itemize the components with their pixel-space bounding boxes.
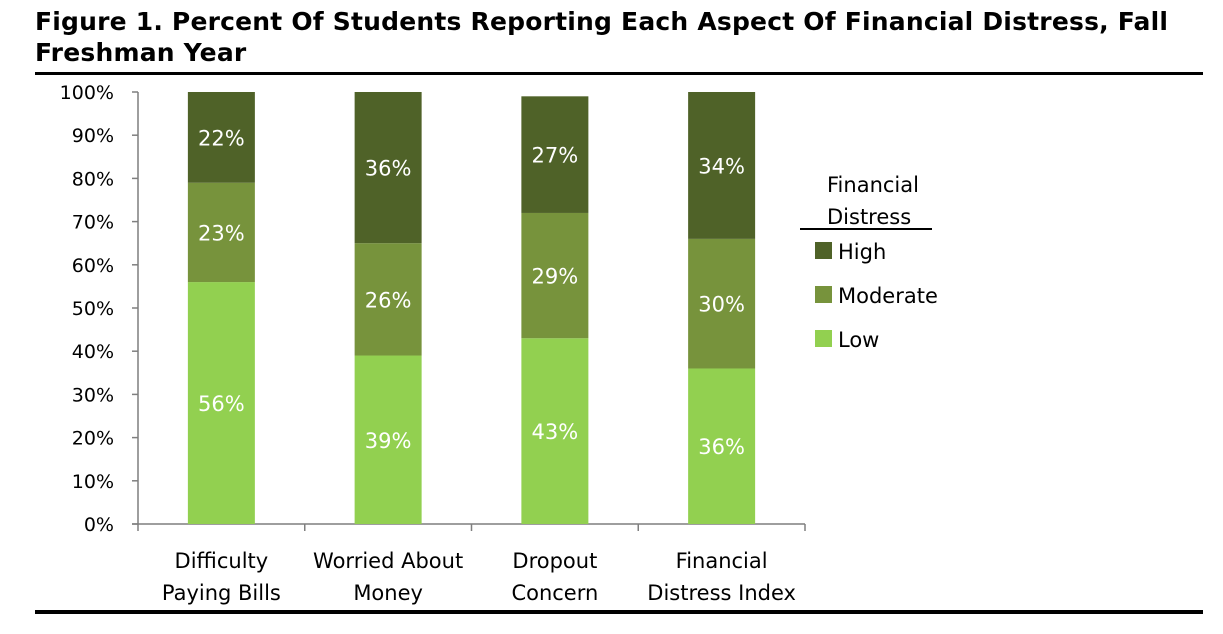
legend-swatch-high [815,242,832,259]
y-tick-label: 40% [72,341,114,363]
bar-low [354,355,422,524]
category-label: Distress Index [647,581,796,605]
data-label-high: 27% [532,144,579,168]
bar-low [187,282,255,524]
bar-high [688,92,756,239]
category-label: Difficulty [175,549,269,573]
bar-moderate [187,182,255,283]
bar-high [354,92,422,244]
data-label-low: 36% [698,435,745,459]
bar-moderate [521,212,589,339]
category-label: Financial [676,549,768,573]
y-tick-label: 70% [72,212,114,234]
y-tick-label: 30% [72,384,114,406]
category-label: Paying Bills [162,581,281,605]
legend-title: Financial [827,173,919,197]
data-label-moderate: 23% [198,221,245,245]
data-label-low: 39% [365,429,412,453]
category-label: Concern [511,581,598,605]
legend-label-moderate: Moderate [838,284,938,308]
category-label: Money [353,581,423,605]
bottom-rule [35,610,1203,614]
y-tick-label: 60% [72,255,114,277]
y-tick-label: 90% [72,125,114,147]
y-tick-label: 10% [72,471,114,493]
bar-moderate [354,243,422,356]
legend-label-high: High [838,240,886,264]
bar-high [187,92,255,183]
legend-swatch-moderate [815,286,832,303]
legend-title: Distress [827,205,911,229]
category-label: Worried About [313,549,463,573]
y-tick-label: 50% [72,298,114,320]
legend-label-low: Low [838,328,879,352]
bar-low [521,338,589,524]
bar-high [521,96,589,213]
bar-moderate [688,238,756,369]
data-label-moderate: 26% [365,288,412,312]
data-label-moderate: 30% [698,293,745,317]
title-rule [35,72,1203,75]
y-tick-label: 0% [84,514,114,536]
y-tick-label: 100% [60,82,114,104]
data-label-moderate: 29% [532,265,579,289]
figure-title: Figure 1. Percent Of Students Reporting … [35,7,1169,67]
y-tick-label: 20% [72,428,114,450]
category-label: Dropout [512,549,597,573]
bar-low [688,368,756,524]
data-label-high: 36% [365,157,412,181]
data-label-high: 22% [198,126,245,150]
data-label-low: 56% [198,392,245,416]
data-label-high: 34% [698,154,745,178]
y-tick-label: 80% [72,168,114,190]
data-label-low: 43% [532,420,579,444]
legend-swatch-low [815,330,832,347]
